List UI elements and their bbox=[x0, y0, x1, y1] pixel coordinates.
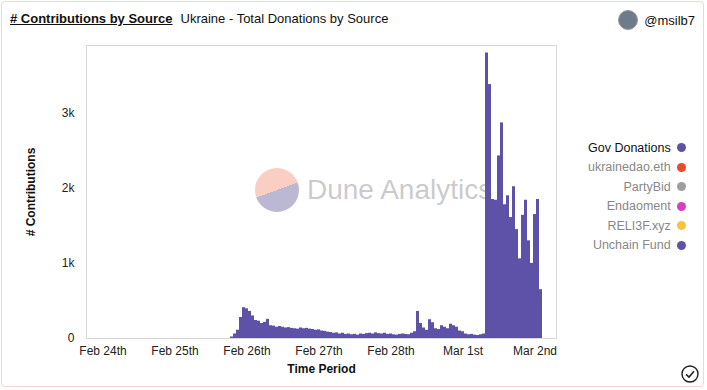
html-text:Unchain Fund: Unchain Fund bbox=[592, 238, 671, 253]
svg-text:Feb 28th: Feb 28th bbox=[367, 344, 414, 358]
html-text:RELI3F.xyz: RELI3F.xyz bbox=[607, 218, 671, 233]
html-text:# Contributions by Source: # Contributions by Source bbox=[10, 11, 173, 26]
html-text:Dune Analytics: Dune Analytics bbox=[307, 174, 493, 205]
svg-text:Feb 27th: Feb 27th bbox=[295, 344, 342, 358]
svg-text:Feb 25th: Feb 25th bbox=[151, 344, 198, 358]
html-text:PartyBid: PartyBid bbox=[623, 179, 671, 194]
svg-text:1k: 1k bbox=[62, 256, 76, 270]
html-text:Endaoment: Endaoment bbox=[606, 199, 671, 214]
html-text:Gov Donations: Gov Donations bbox=[588, 140, 671, 155]
svg-text:0: 0 bbox=[68, 331, 75, 345]
svg-text:# Contributions: # Contributions bbox=[24, 147, 38, 236]
svg-text:Time Period: Time Period bbox=[287, 362, 355, 376]
html-text:@msilb7: @msilb7 bbox=[644, 12, 695, 28]
html-text:Ukraine - Total Donations by S: Ukraine - Total Donations by Source bbox=[180, 11, 389, 26]
html-text:ukrainedao.eth: ukrainedao.eth bbox=[588, 160, 671, 175]
svg-text:Mar 2nd: Mar 2nd bbox=[513, 344, 557, 358]
svg-text:2k: 2k bbox=[62, 181, 76, 195]
svg-text:Mar 1st: Mar 1st bbox=[443, 344, 484, 358]
svg-text:Feb 24th: Feb 24th bbox=[79, 344, 126, 358]
svg-text:Feb 26th: Feb 26th bbox=[223, 344, 270, 358]
svg-text:3k: 3k bbox=[62, 106, 76, 120]
